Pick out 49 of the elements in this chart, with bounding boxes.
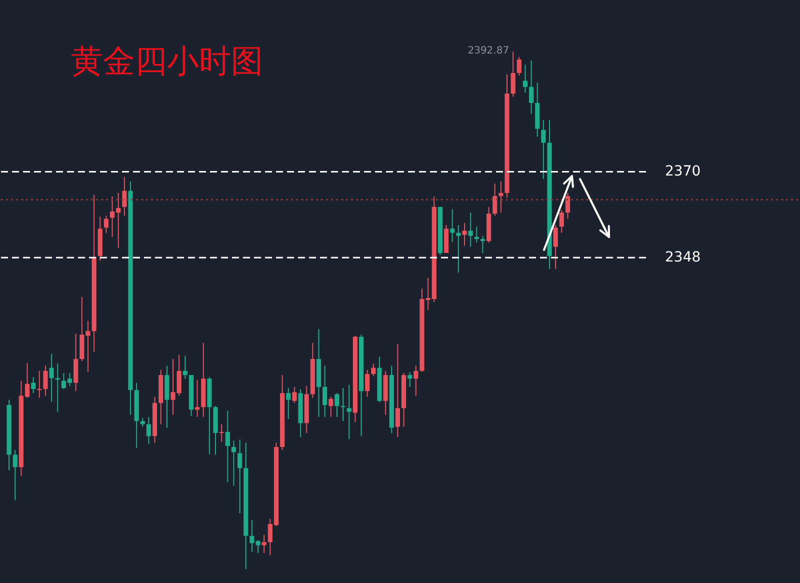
candlestick	[31, 376, 36, 394]
candlestick	[559, 210, 564, 234]
candlestick	[231, 440, 236, 486]
candlestick	[395, 344, 400, 438]
candlestick	[74, 333, 78, 392]
candlestick	[104, 215, 108, 234]
candlestick	[292, 386, 297, 404]
candlestick	[498, 181, 504, 214]
candlestick	[262, 534, 266, 554]
candlestick	[49, 353, 54, 402]
candlestick	[371, 363, 376, 377]
candlestick	[408, 371, 412, 388]
candlestick	[238, 439, 242, 514]
candlestick	[528, 60, 534, 114]
candlestick	[516, 56, 522, 76]
chart-title: 黄金四小时图	[71, 42, 263, 80]
candlestick	[219, 424, 224, 442]
candlestick	[122, 176, 127, 216]
candlestick	[340, 387, 346, 422]
candlestick	[146, 416, 152, 444]
annotation: 2392.87	[468, 46, 510, 57]
candlestick	[334, 392, 340, 418]
candlestick	[322, 365, 328, 418]
candlestick	[37, 370, 42, 398]
candlestick	[225, 410, 230, 483]
candlestick	[522, 64, 528, 94]
candlestick	[553, 224, 558, 270]
candlestick	[450, 208, 455, 243]
candlestick	[480, 235, 486, 254]
candlestick	[55, 363, 60, 412]
text: 2370	[665, 164, 701, 180]
text: 2348	[665, 250, 701, 266]
candlestick	[12, 450, 18, 501]
candlestick	[462, 222, 467, 246]
candlestick	[474, 226, 479, 244]
candlestick	[43, 365, 48, 396]
candlestick	[510, 51, 516, 98]
candlestick	[328, 396, 334, 418]
candlestick	[456, 224, 461, 274]
candlestick	[346, 384, 352, 440]
candlestick	[541, 120, 546, 180]
candlestick	[565, 192, 570, 220]
candlestick	[468, 212, 473, 248]
candlestick	[365, 369, 370, 398]
candlestick	[286, 387, 291, 420]
candlestick	[414, 365, 418, 396]
candlestick	[492, 183, 498, 216]
candlestick	[194, 379, 200, 418]
candlestick	[182, 355, 188, 380]
